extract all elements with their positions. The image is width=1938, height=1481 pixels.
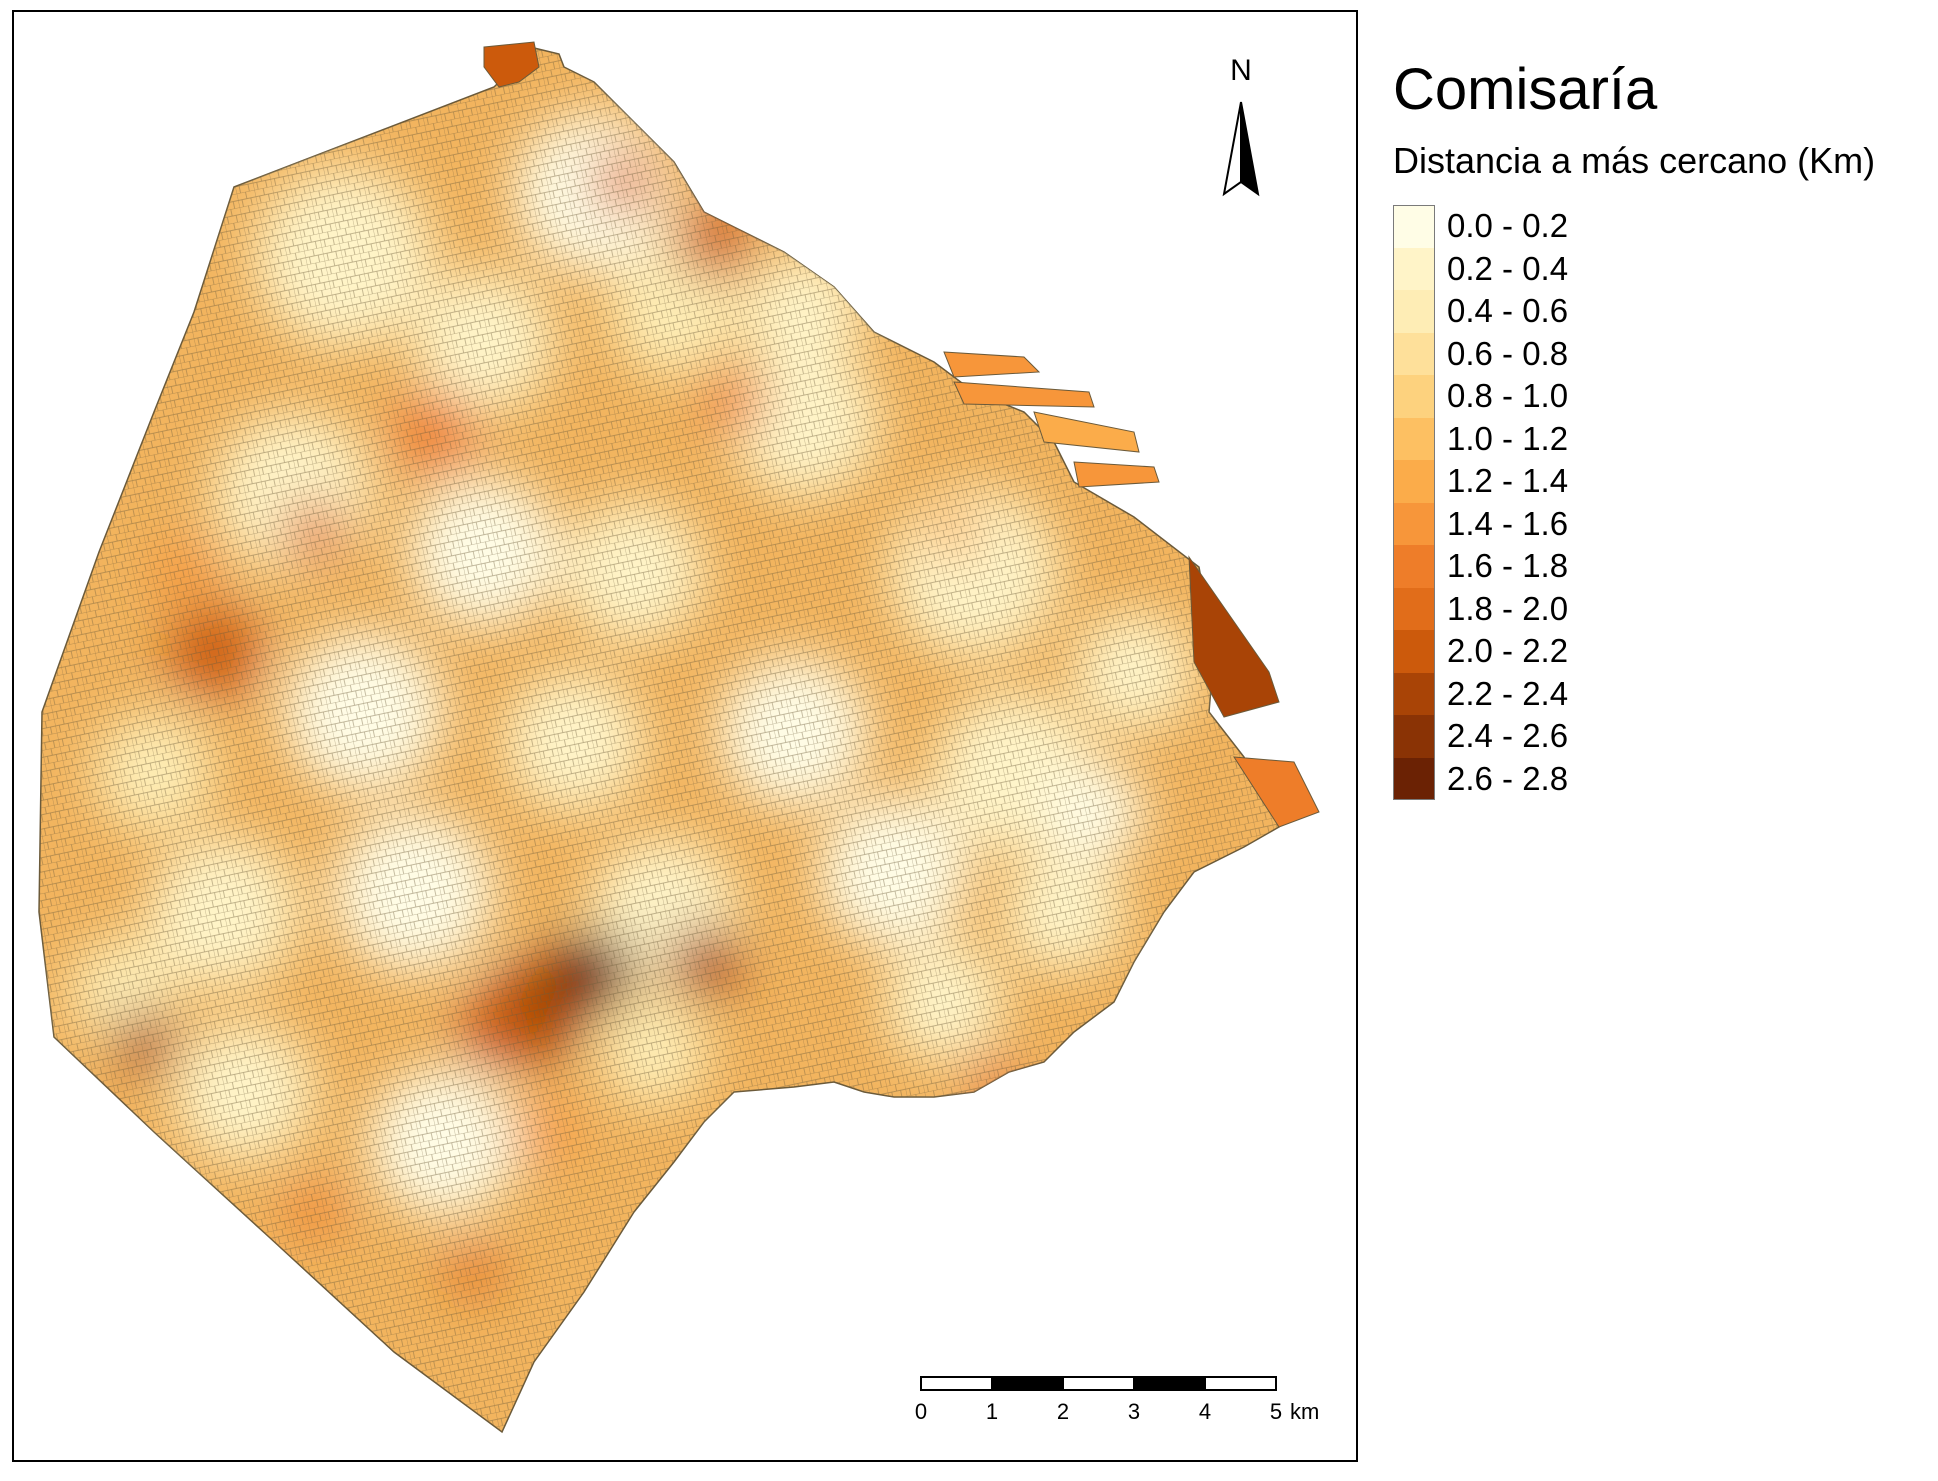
legend-item: 1.4 - 1.6 bbox=[1393, 502, 1933, 545]
legend-title: Comisaría bbox=[1393, 57, 1658, 122]
legend-item: 0.6 - 0.8 bbox=[1393, 332, 1933, 375]
legend-swatch bbox=[1393, 715, 1435, 758]
legend-swatch bbox=[1393, 290, 1435, 333]
north-arrow-left-icon bbox=[1222, 101, 1242, 197]
legend-label: 1.4 - 1.6 bbox=[1447, 504, 1569, 542]
legend-label: 2.2 - 2.4 bbox=[1447, 674, 1569, 712]
dock-4 bbox=[1073, 461, 1160, 488]
legend-label: 1.2 - 1.4 bbox=[1447, 462, 1569, 500]
coastal-reserve bbox=[1188, 555, 1280, 718]
legend-swatch bbox=[1393, 502, 1435, 545]
legend-label: 1.6 - 1.8 bbox=[1447, 547, 1569, 585]
legend-label: 2.4 - 2.6 bbox=[1447, 717, 1569, 755]
scale-bar-segment bbox=[991, 1376, 1064, 1391]
legend-swatch bbox=[1393, 587, 1435, 630]
legend-label: 0.6 - 0.8 bbox=[1447, 334, 1569, 372]
scale-bar-tick-label: 4 bbox=[1199, 1399, 1211, 1424]
scale-bar-tick-label: 0 bbox=[915, 1399, 927, 1424]
scale-bar-segment bbox=[1133, 1376, 1206, 1391]
legend-item: 1.8 - 2.0 bbox=[1393, 587, 1933, 630]
voronoi-cells bbox=[39, 48, 1279, 1432]
legend-swatch bbox=[1393, 375, 1435, 418]
legend-item: 0.4 - 0.6 bbox=[1393, 290, 1933, 333]
legend-item: 2.6 - 2.8 bbox=[1393, 757, 1933, 800]
scale-bar-tick-label: 2 bbox=[1057, 1399, 1069, 1424]
distance-surface bbox=[39, 48, 1279, 1432]
scale-bar: 0 1 2 3 4 5 km bbox=[915, 1376, 1319, 1424]
legend-item: 2.2 - 2.4 bbox=[1393, 672, 1933, 715]
legend-item: 0.8 - 1.0 bbox=[1393, 375, 1933, 418]
scale-bar-tick-label: 3 bbox=[1128, 1399, 1140, 1424]
legend-swatch bbox=[1393, 332, 1435, 375]
legend-label: 0.0 - 0.2 bbox=[1447, 207, 1569, 245]
scale-bar-tick-label: 5 bbox=[1270, 1399, 1282, 1424]
legend-swatch bbox=[1393, 672, 1435, 715]
dock-1 bbox=[943, 351, 1041, 378]
legend-label: 2.6 - 2.8 bbox=[1447, 759, 1569, 797]
north-label: N bbox=[1230, 54, 1252, 87]
legend-item: 0.2 - 0.4 bbox=[1393, 247, 1933, 290]
scale-bar-segment bbox=[1062, 1376, 1135, 1391]
legend-label: 1.0 - 1.2 bbox=[1447, 419, 1569, 457]
legend-label: 2.0 - 2.2 bbox=[1447, 632, 1569, 670]
legend-swatch bbox=[1393, 417, 1435, 460]
legend-classes: 0.0 - 0.2 0.2 - 0.4 0.4 - 0.6 0.6 - 0.8 0.8 … bbox=[1393, 205, 1933, 800]
legend-swatch bbox=[1393, 630, 1435, 673]
city-map bbox=[38, 41, 1320, 1434]
legend-item: 2.0 - 2.2 bbox=[1393, 630, 1933, 673]
north-arrow: N bbox=[1222, 54, 1260, 197]
legend-item: 2.4 - 2.6 bbox=[1393, 715, 1933, 758]
legend-label: 1.8 - 2.0 bbox=[1447, 589, 1569, 627]
legend-swatch bbox=[1393, 757, 1435, 800]
map-frame: N 0 1 2 3 4 5 km bbox=[12, 10, 1358, 1462]
coastal-point bbox=[1233, 756, 1320, 828]
port-north-tip bbox=[483, 41, 540, 88]
scale-bar-tick-label: 1 bbox=[986, 1399, 998, 1424]
legend-swatch bbox=[1393, 205, 1435, 248]
scale-bar-segment bbox=[1204, 1376, 1277, 1391]
dock-2 bbox=[953, 381, 1095, 408]
legend-item: 1.0 - 1.2 bbox=[1393, 417, 1933, 460]
legend-label: 0.8 - 1.0 bbox=[1447, 377, 1569, 415]
dock-3 bbox=[1033, 411, 1140, 453]
legend-swatch bbox=[1393, 545, 1435, 588]
legend-item: 0.0 - 0.2 bbox=[1393, 205, 1933, 248]
legend-swatch bbox=[1393, 460, 1435, 503]
legend: Comisaría Distancia a más cercano (Km) 0… bbox=[1393, 55, 1933, 800]
legend-subtitle: Distancia a más cercano (Km) bbox=[1393, 140, 1876, 181]
north-arrow-right-icon bbox=[1240, 101, 1260, 197]
legend-label: 0.2 - 0.4 bbox=[1447, 249, 1569, 287]
legend-item: 1.2 - 1.4 bbox=[1393, 460, 1933, 503]
scale-bar-segment bbox=[920, 1376, 993, 1391]
legend-swatch bbox=[1393, 247, 1435, 290]
legend-item: 1.6 - 1.8 bbox=[1393, 545, 1933, 588]
map-canvas[interactable]: N 0 1 2 3 4 5 km bbox=[14, 12, 1358, 1462]
scale-bar-unit: km bbox=[1290, 1399, 1319, 1424]
legend-label: 0.4 - 0.6 bbox=[1447, 292, 1569, 330]
